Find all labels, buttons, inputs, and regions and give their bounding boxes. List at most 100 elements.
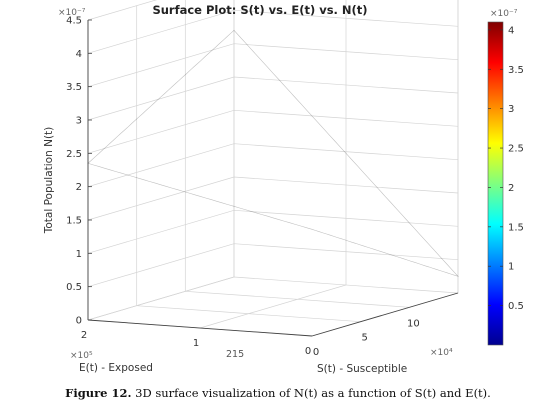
surface-cell: [301, 153, 311, 159]
surface-cell: [154, 146, 164, 152]
surface-cell: [322, 228, 332, 232]
surface-cell: [318, 186, 328, 192]
stray-tick-fragment: 215: [226, 349, 244, 360]
x-exponent-label: ×10⁴: [430, 348, 453, 358]
surface-cell: [348, 219, 358, 225]
surface-cell: [317, 191, 327, 196]
surface-cell: [224, 139, 234, 145]
z-tick-label: 3.5: [66, 82, 82, 93]
surface-cell: [233, 198, 243, 202]
surface-cell: [291, 135, 301, 141]
surface-cell: [288, 183, 298, 188]
surface-cell: [275, 175, 285, 180]
surface-cell: [105, 160, 115, 166]
surface-cell: [343, 208, 353, 214]
surface-cell: [264, 122, 274, 128]
surface-cell: [384, 205, 394, 213]
surface-cell: [319, 197, 329, 202]
surface-cell: [332, 158, 342, 165]
surface-cell: [153, 116, 163, 122]
surface-cell: [235, 119, 245, 125]
surface-cell: [260, 202, 270, 206]
surface-cell: [388, 226, 398, 234]
surface-cell: [276, 186, 286, 191]
surface-cell: [214, 85, 224, 92]
surface-cell: [368, 212, 378, 219]
surface-cell: [293, 141, 303, 147]
surface-cell: [183, 166, 193, 171]
surface-cell: [202, 173, 212, 178]
surface-cell: [324, 169, 334, 175]
surface-cell: [210, 168, 220, 173]
surface-cell: [210, 88, 220, 95]
surface-cell: [299, 217, 309, 221]
surface-cell: [301, 203, 311, 208]
surface-cell: [144, 176, 154, 181]
surface-cell: [129, 123, 139, 129]
surface-cell: [187, 149, 197, 155]
surface-cell: [310, 186, 320, 191]
surface-cell: [351, 177, 361, 184]
surface-cell: [228, 137, 238, 143]
surface-cell: [349, 193, 359, 200]
surface-cell: [350, 224, 360, 230]
surface-cell: [380, 204, 390, 212]
surface-cell: [203, 123, 213, 129]
surface-cell: [354, 167, 364, 174]
surface-cell: [224, 152, 234, 158]
surface-cell: [229, 129, 239, 135]
surface-cell: [199, 140, 209, 146]
surface-cell: [296, 170, 306, 176]
surface-cell: [305, 203, 315, 208]
surface-cell: [407, 236, 417, 244]
surface-cell: [174, 130, 184, 136]
surface-cell: [427, 262, 437, 270]
surface-cell: [231, 121, 241, 127]
surface-cell: [240, 157, 250, 163]
surface-cell: [284, 173, 294, 178]
surface-cell: [275, 151, 285, 157]
surface-cell: [150, 150, 160, 156]
surface-cell: [313, 221, 323, 225]
surface-cell: [251, 195, 261, 200]
surface-cell: [348, 228, 358, 234]
surface-cell: [251, 171, 261, 176]
surface-cell: [222, 160, 232, 166]
surface-cell: [226, 144, 236, 150]
surface-cell: [206, 90, 216, 97]
surface-cell: [232, 134, 242, 140]
surface-cell: [340, 227, 350, 233]
surface-cell: [256, 124, 266, 130]
surface-cell: [247, 82, 257, 90]
surface-cell: [317, 140, 327, 146]
surface-cell: [191, 132, 201, 138]
surface-cell: [145, 124, 155, 130]
surface-cell: [252, 139, 262, 145]
surface-cell: [210, 193, 220, 198]
surface-cell: [354, 214, 364, 221]
surface-cell: [223, 198, 233, 202]
surface-cell: [218, 63, 228, 71]
y-tick-label: 2: [81, 330, 87, 341]
surface-cell: [334, 164, 344, 171]
surface-cell: [378, 219, 388, 227]
surface-cell: [340, 159, 350, 166]
surface-cell: [286, 200, 296, 205]
surface-cell: [284, 196, 294, 201]
surface-cell: [328, 146, 338, 153]
surface-cell: [352, 228, 362, 234]
surface-cell: [279, 150, 289, 156]
surface-cell: [361, 173, 371, 181]
surface-cell: [206, 106, 216, 112]
surface-cell: [262, 129, 272, 135]
surface-cell: [237, 172, 247, 177]
surface-cell: [192, 93, 202, 100]
surface-cell: [409, 232, 419, 240]
surface-cell: [379, 193, 389, 201]
surface-cell: [314, 227, 324, 231]
surface-cell: [382, 210, 392, 218]
surface-cell: [254, 199, 264, 203]
surface-cell: [319, 217, 329, 222]
surface-cell: [364, 221, 374, 228]
surface-cell: [226, 158, 236, 163]
